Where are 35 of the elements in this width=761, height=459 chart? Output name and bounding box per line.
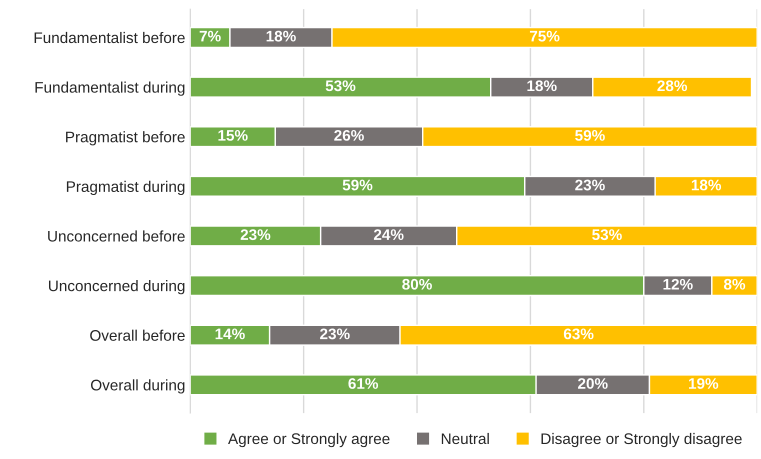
data-label: 18% [266,30,296,42]
data-label: 63% [564,328,594,340]
data-label: 7% [200,30,221,42]
y-tick-label: Pragmatist before [66,131,185,146]
data-label: 24% [374,229,404,240]
data-label: 53% [592,229,622,240]
data-label: 12% [663,278,693,290]
data-label: 18% [692,180,722,190]
data-label: 28% [657,80,688,92]
y-tick-label: Overall during [91,379,184,394]
data-label: 8% [724,278,746,290]
y-tick-label: Unconcerned during [48,280,184,294]
y-tick-label: Fundamentalist before [34,32,185,44]
y-tick-label: Unconcerned before [48,230,185,242]
data-label: 75% [530,30,560,42]
y-tick-label: Fundamentalist during [35,82,184,96]
y-tick-label: Overall before [90,330,185,341]
legend-label: Agree or Strongly agree [228,432,390,448]
legend-label: Disagree or Strongly disagree [542,432,742,448]
data-label: 53% [326,80,356,92]
data-label: 18% [527,80,557,92]
data-label: 23% [320,328,350,340]
y-tick-label: Pragmatist during [66,180,184,196]
data-label: 23% [575,180,605,190]
data-label: 80% [402,278,432,290]
data-label: 20% [578,378,608,389]
data-label: 59% [575,130,605,141]
data-label: 59% [342,180,372,190]
data-label: 19% [689,378,718,389]
data-label: 26% [334,130,364,141]
data-label: 61% [348,378,378,389]
data-label: 15% [218,130,248,141]
data-label: 14% [216,328,245,340]
legend-label: Neutral [442,432,489,444]
data-label: 23% [240,229,270,240]
